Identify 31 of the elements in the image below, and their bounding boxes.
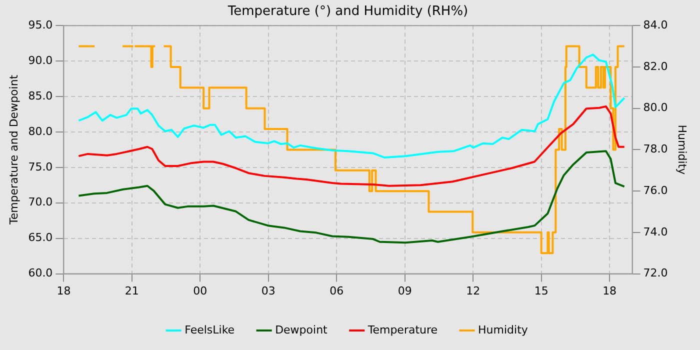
y-tick-label: 60.0	[28, 266, 53, 280]
legend-label: Temperature	[366, 323, 438, 336]
y-tick-label: 70.0	[28, 196, 53, 209]
y-tick-label: 95.0	[28, 18, 53, 32]
x-tick-label: 09	[398, 284, 412, 298]
y-tick-label: 85.0	[28, 89, 53, 102]
y-tick-label: 80.0	[28, 124, 53, 138]
chart-title: Temperature (°) and Humidity (RH%)	[226, 4, 468, 20]
y2-axis-title: Humidity	[676, 124, 689, 176]
x-tick-label: 06	[330, 284, 344, 298]
x-tick-label: 18	[602, 284, 617, 298]
x-tick-label: 03	[261, 284, 276, 298]
x-tick-label: 18	[56, 284, 71, 298]
x-tick-label: 00	[193, 284, 208, 298]
x-tick-label: 15	[534, 284, 548, 298]
y2-tick-label: 74.0	[643, 225, 668, 238]
y2-tick-label: 72.0	[643, 266, 668, 280]
y2-tick-label: 80.0	[643, 101, 668, 114]
y-tick-label: 90.0	[28, 54, 53, 67]
y-tick-label: 65.0	[28, 231, 53, 244]
y2-tick-label: 84.0	[643, 18, 668, 32]
legend-label: Humidity	[478, 323, 528, 336]
x-tick-label: 21	[124, 284, 139, 298]
y-tick-label: 75.0	[28, 160, 53, 174]
legend-label: Dewpoint	[275, 323, 328, 336]
legend-label: FeelsLike	[184, 323, 235, 336]
y2-tick-label: 76.0	[643, 184, 668, 197]
y2-tick-label: 78.0	[643, 142, 668, 156]
y2-tick-label: 82.0	[643, 60, 668, 73]
x-tick-label: 12	[466, 284, 480, 298]
y-axis-title: Temperature and Dewpoint	[7, 74, 20, 226]
